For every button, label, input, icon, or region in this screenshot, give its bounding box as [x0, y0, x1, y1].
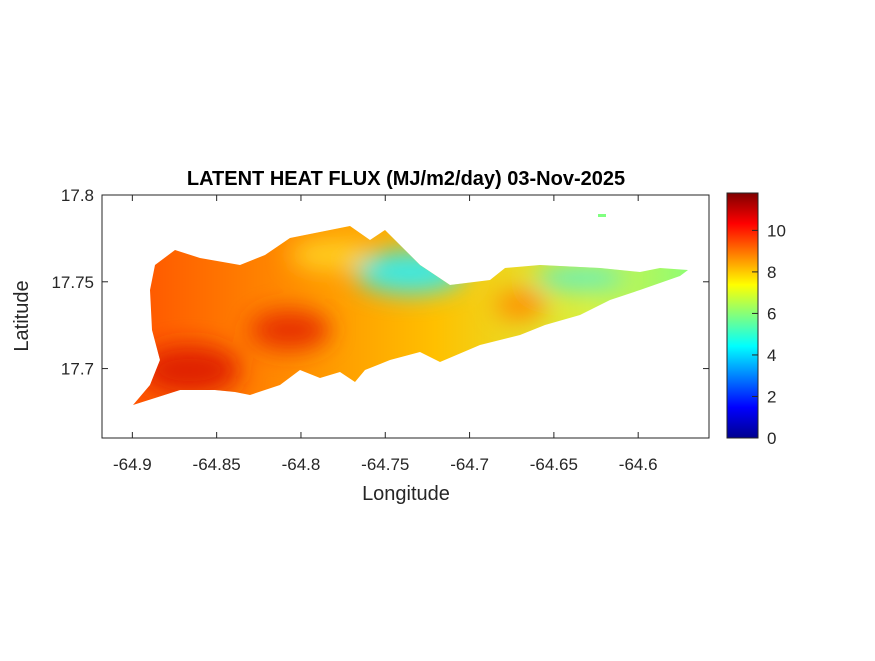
colorbar-tick-label: 8 [767, 263, 776, 282]
x-tick-label: -64.7 [450, 455, 489, 474]
colorbar-tick-label: 10 [767, 221, 786, 240]
y-tick-label: 17.8 [61, 186, 94, 205]
colorbar-tick-label: 0 [767, 429, 776, 448]
map-image [133, 214, 688, 405]
plot-frame [101, 194, 710, 439]
x-tick-label: -64.9 [113, 455, 152, 474]
colorbar-tick-label: 6 [767, 304, 776, 323]
colorbar [726, 192, 759, 439]
y-tick-label: 17.75 [51, 273, 94, 292]
y-tick-label: 17.7 [61, 360, 94, 379]
colorbar-tick-label: 2 [767, 387, 776, 406]
x-tick-label: -64.8 [282, 455, 321, 474]
chart-title: LATENT HEAT FLUX (MJ/m2/day) 03-Nov-2025 [187, 168, 625, 190]
x-tick-label: -64.65 [530, 455, 578, 474]
x-tick-label: -64.75 [361, 455, 409, 474]
x-tick-label: -64.6 [619, 455, 658, 474]
x-tick-label: -64.85 [193, 455, 241, 474]
y-axis-label: Latitude [11, 280, 33, 351]
colorbar-tick-label: 4 [767, 346, 776, 365]
ticks: -64.9 -64.85 -64.8 -64.75 -64.7 -64.65 -64.6 17… [51, 186, 785, 474]
x-axis-label: Longitude [362, 483, 450, 505]
